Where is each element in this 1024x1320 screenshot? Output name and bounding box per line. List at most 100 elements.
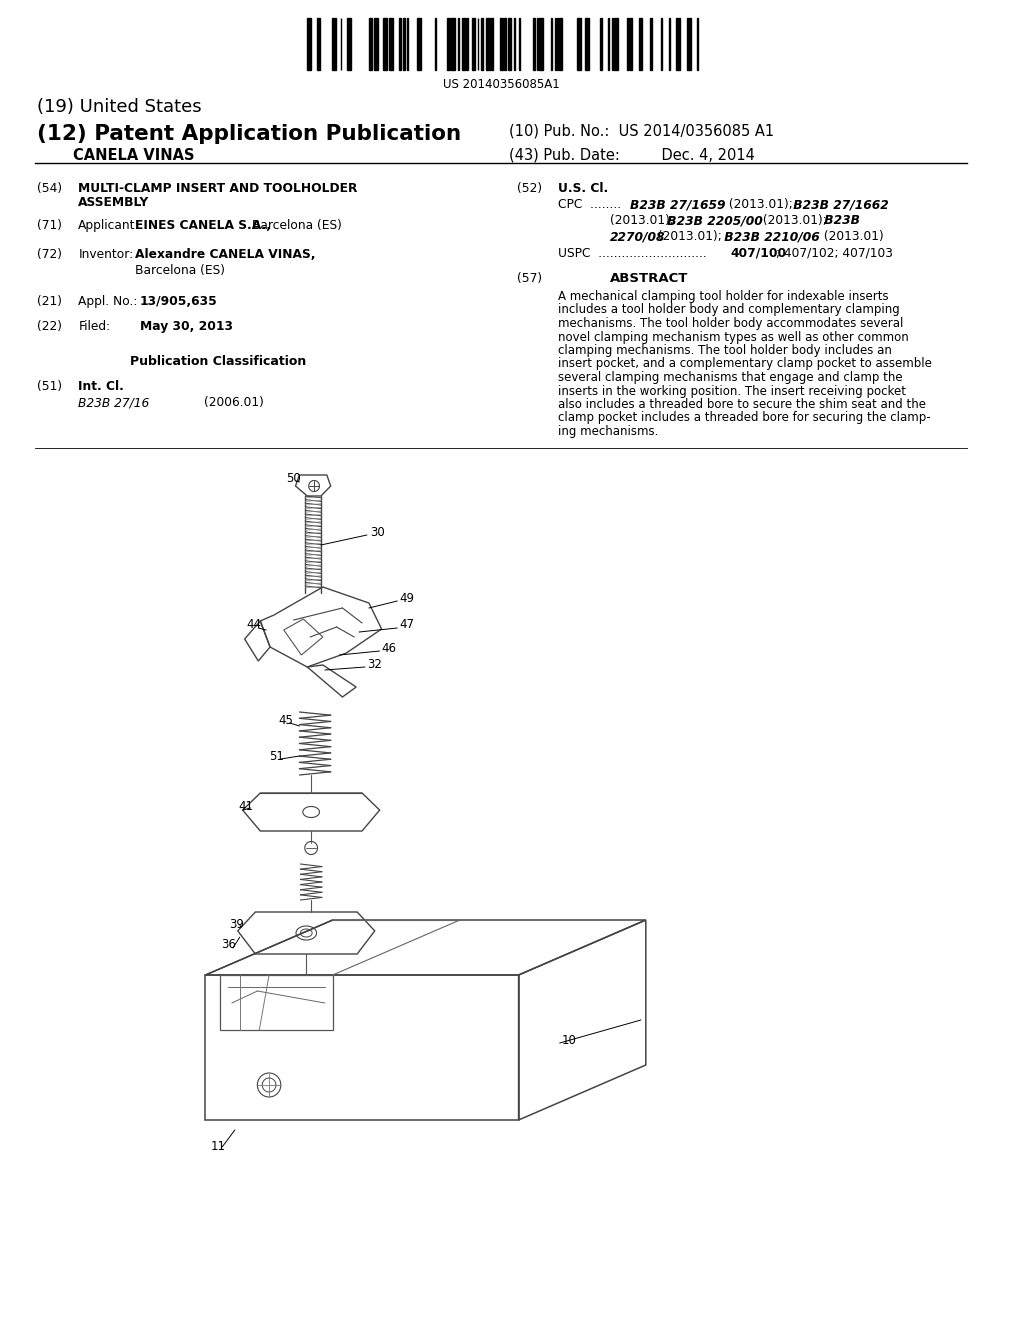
Text: 30: 30 xyxy=(370,525,385,539)
Text: U.S. Cl.: U.S. Cl. xyxy=(558,182,608,195)
Bar xyxy=(687,18,691,70)
Bar xyxy=(332,18,336,70)
Text: (54): (54) xyxy=(37,182,62,195)
Bar xyxy=(490,18,494,70)
Bar xyxy=(307,18,311,70)
Text: ASSEMBLY: ASSEMBLY xyxy=(78,195,150,209)
Text: A mechanical clamping tool holder for indexable inserts: A mechanical clamping tool holder for in… xyxy=(558,290,889,304)
Text: (2013.01);: (2013.01); xyxy=(653,230,721,243)
Text: (12) Patent Application Publication: (12) Patent Application Publication xyxy=(37,124,461,144)
Text: 11: 11 xyxy=(210,1140,225,1154)
Text: Barcelona (ES): Barcelona (ES) xyxy=(248,219,341,232)
Bar xyxy=(540,18,543,70)
Bar xyxy=(481,18,483,70)
Bar xyxy=(600,18,602,70)
Text: (2006.01): (2006.01) xyxy=(204,396,263,409)
Bar xyxy=(676,18,680,70)
Text: (2013.01);: (2013.01); xyxy=(760,214,827,227)
Bar xyxy=(649,18,651,70)
Text: 407/100: 407/100 xyxy=(730,247,786,260)
Bar xyxy=(500,18,503,70)
Text: B23B: B23B xyxy=(820,214,860,227)
Text: ing mechanisms.: ing mechanisms. xyxy=(558,425,658,438)
Text: several clamping mechanisms that engage and clamp the: several clamping mechanisms that engage … xyxy=(558,371,902,384)
Bar xyxy=(389,18,393,70)
Bar xyxy=(639,18,642,70)
Bar xyxy=(466,18,468,70)
Text: includes a tool holder body and complementary clamping: includes a tool holder body and compleme… xyxy=(558,304,899,317)
Text: Appl. No.:: Appl. No.: xyxy=(78,294,137,308)
Bar xyxy=(534,18,536,70)
Bar xyxy=(403,18,406,70)
Text: (2013.01): (2013.01) xyxy=(820,230,884,243)
Text: EINES CANELA S.A.,: EINES CANELA S.A., xyxy=(135,219,271,232)
Text: (19) United States: (19) United States xyxy=(37,98,202,116)
Text: (51): (51) xyxy=(37,380,62,393)
Bar xyxy=(472,18,474,70)
Text: B23B 27/1659: B23B 27/1659 xyxy=(630,198,726,211)
Bar xyxy=(630,18,632,70)
Text: (52): (52) xyxy=(517,182,542,195)
Text: (57): (57) xyxy=(517,272,542,285)
Text: 32: 32 xyxy=(367,657,382,671)
Bar xyxy=(417,18,421,70)
Bar xyxy=(317,18,319,70)
Bar xyxy=(504,18,506,70)
Bar xyxy=(447,18,451,70)
Bar xyxy=(628,18,629,70)
Bar xyxy=(585,18,589,70)
Bar xyxy=(614,18,618,70)
Text: CPC  ........: CPC ........ xyxy=(558,198,621,211)
Text: clamping mechanisms. The tool holder body includes an: clamping mechanisms. The tool holder bod… xyxy=(558,345,892,356)
Text: Filed:: Filed: xyxy=(78,319,111,333)
Text: CANELA VINAS: CANELA VINAS xyxy=(74,148,195,162)
Text: inserts in the working position. The insert receiving pocket: inserts in the working position. The ins… xyxy=(558,384,906,397)
Text: Publication Classification: Publication Classification xyxy=(130,355,306,368)
Text: B23B 2210/06: B23B 2210/06 xyxy=(720,230,820,243)
Text: 13/905,635: 13/905,635 xyxy=(140,294,218,308)
Text: Alexandre CANELA VINAS,: Alexandre CANELA VINAS, xyxy=(135,248,315,261)
Text: 44: 44 xyxy=(247,619,261,631)
Text: 50: 50 xyxy=(286,471,300,484)
Text: Int. Cl.: Int. Cl. xyxy=(78,380,124,393)
Text: May 30, 2013: May 30, 2013 xyxy=(140,319,232,333)
Bar xyxy=(369,18,372,70)
Text: ABSTRACT: ABSTRACT xyxy=(609,272,688,285)
Text: Applicant:: Applicant: xyxy=(78,219,140,232)
Text: insert pocket, and a complementary clamp pocket to assemble: insert pocket, and a complementary clamp… xyxy=(558,358,932,371)
Text: (10) Pub. No.:  US 2014/0356085 A1: (10) Pub. No.: US 2014/0356085 A1 xyxy=(509,124,774,139)
Text: B23B 27/1662: B23B 27/1662 xyxy=(788,198,889,211)
Text: US 20140356085A1: US 20140356085A1 xyxy=(442,78,559,91)
Bar xyxy=(452,18,455,70)
Text: ; 407/102; 407/103: ; 407/102; 407/103 xyxy=(776,247,893,260)
Text: 49: 49 xyxy=(399,591,415,605)
Text: (43) Pub. Date:         Dec. 4, 2014: (43) Pub. Date: Dec. 4, 2014 xyxy=(509,148,755,162)
Text: Inventor:: Inventor: xyxy=(78,248,133,261)
Bar xyxy=(559,18,561,70)
Text: 46: 46 xyxy=(382,642,396,655)
Text: also includes a threaded bore to secure the shim seat and the: also includes a threaded bore to secure … xyxy=(558,399,926,411)
Text: 41: 41 xyxy=(239,800,254,813)
Text: novel clamping mechanism types as well as other common: novel clamping mechanism types as well a… xyxy=(558,330,908,343)
Text: 10: 10 xyxy=(561,1034,577,1047)
Bar xyxy=(578,18,582,70)
Text: Barcelona (ES): Barcelona (ES) xyxy=(135,264,225,277)
Text: B23B 2205/00: B23B 2205/00 xyxy=(664,214,763,227)
Bar xyxy=(347,18,351,70)
Text: 45: 45 xyxy=(278,714,293,726)
Text: USPC  ............................: USPC ............................ xyxy=(558,247,707,260)
Text: MULTI-CLAMP INSERT AND TOOLHOLDER: MULTI-CLAMP INSERT AND TOOLHOLDER xyxy=(78,182,357,195)
Text: mechanisms. The tool holder body accommodates several: mechanisms. The tool holder body accommo… xyxy=(558,317,903,330)
Bar xyxy=(462,18,465,70)
Bar xyxy=(383,18,386,70)
Text: (22): (22) xyxy=(37,319,62,333)
Text: (2013.01);: (2013.01); xyxy=(609,214,674,227)
Text: 47: 47 xyxy=(399,619,415,631)
Text: 36: 36 xyxy=(221,939,236,952)
Text: B23B 27/16: B23B 27/16 xyxy=(78,396,150,409)
Bar xyxy=(486,18,489,70)
Text: (21): (21) xyxy=(37,294,62,308)
Bar xyxy=(508,18,511,70)
Bar xyxy=(399,18,401,70)
Text: 51: 51 xyxy=(269,750,284,763)
